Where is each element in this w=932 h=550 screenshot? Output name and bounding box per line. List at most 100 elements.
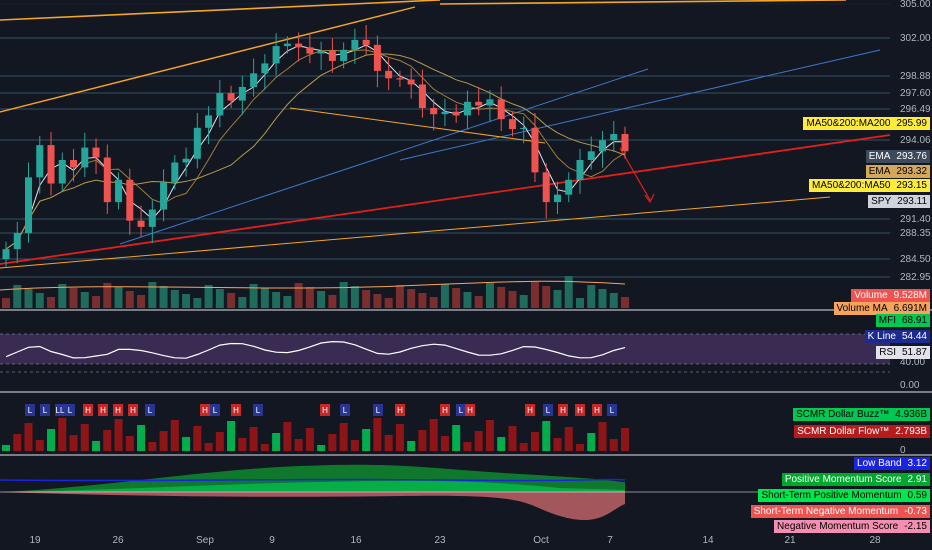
volume-bar [598, 289, 607, 308]
price-axis-label: 298.88 [900, 71, 931, 82]
volume-bar [553, 290, 562, 308]
rsi-line [5, 340, 626, 359]
volume-bar [373, 294, 382, 308]
buzz-marker-label: L [256, 406, 261, 415]
tag-value: 9.528M [893, 290, 927, 301]
volume-bar [519, 295, 528, 308]
volume-bar [35, 293, 44, 308]
volume-tag: Volume 9.528M [851, 289, 930, 302]
candle-body [103, 157, 111, 203]
candle-body [13, 233, 21, 250]
tag-name: Short-Term Negative Momentum [753, 506, 899, 517]
buzz-bar [530, 432, 539, 451]
volume-bar [114, 287, 123, 308]
buzz-marker [592, 404, 602, 416]
candle-body [283, 43, 291, 47]
tag-value: 68.91 [901, 315, 927, 326]
buzz-marker [543, 404, 553, 416]
candle-body [385, 70, 393, 79]
low-band-line [0, 478, 626, 482]
trend-lines [0, 0, 891, 269]
candle-body [587, 151, 595, 160]
candle-body [295, 43, 303, 48]
buzz-bar [328, 434, 337, 451]
buzz-marker-label: H [85, 406, 91, 415]
buzz-marker-label: H [322, 406, 328, 415]
volume-bar [418, 293, 427, 308]
buzz-bar [69, 435, 78, 451]
buzz-bar [294, 439, 303, 451]
buzz-marker-label: H [115, 406, 121, 415]
blue-line-1 [119, 68, 649, 245]
volume-bar [384, 298, 393, 308]
buzz-marker-label: H [233, 406, 239, 415]
volume-bar [260, 288, 269, 308]
volume-bar [463, 292, 472, 308]
buzz-bar [58, 418, 67, 451]
tag-value: 6.691M [893, 303, 927, 314]
buzz-marker-label: L [376, 406, 381, 415]
volume-bar [474, 296, 483, 308]
tag-name: EMA [868, 151, 891, 162]
volume-bar [587, 285, 596, 308]
buzz-bar [474, 431, 483, 451]
tag-name: Volume [854, 290, 888, 301]
buzz-bar [2, 445, 10, 451]
candle-body [205, 115, 213, 128]
buzz-bar [159, 431, 168, 451]
buzz-marker [440, 404, 450, 416]
candle-body [227, 93, 235, 101]
buzz-marker [55, 404, 65, 416]
buzz-bar [249, 427, 258, 451]
momentum-tag: Low Band 3.12 [854, 457, 930, 470]
volume-bar [227, 293, 236, 308]
buzz-marker [320, 404, 330, 416]
volume-bar [395, 285, 404, 308]
buzz-bar [497, 437, 506, 451]
buzz-marker-label: H [527, 406, 533, 415]
candle-body [306, 47, 314, 54]
buzz-bar [260, 444, 269, 451]
candle-body [598, 140, 606, 152]
dollar-buzz-panel: L L LL L H H H H L H L H L H L L H H L H H L H H H L0 [2, 404, 906, 456]
buzz-bar [215, 432, 224, 451]
buzz-marker-label: L [43, 406, 48, 415]
volume-bar [440, 284, 449, 308]
volume-bar [485, 283, 494, 308]
time-axis[interactable]: 19 26 Sep 9 16 23 Oct 7 14 21 28 [29, 535, 881, 546]
momentum-tag: Short-Term Negative Momentum -0.73 [750, 505, 930, 518]
orange-channel-top [0, 0, 441, 21]
candle-body [137, 220, 145, 227]
buzz-marker [465, 404, 475, 416]
tag-value: 295.99 [896, 118, 927, 129]
volume-bar [429, 297, 438, 308]
candle-body [216, 93, 224, 116]
candle-body [126, 179, 134, 221]
buzz-bar [35, 440, 44, 451]
volume-bar [137, 295, 146, 308]
volume-bar [508, 291, 517, 308]
buzz-bar [407, 441, 416, 451]
volume-bar [182, 294, 191, 308]
candle-body [362, 39, 370, 45]
orange-channel-top-ext [439, 0, 847, 5]
candle-body [396, 78, 404, 80]
buzz-bar [575, 444, 584, 451]
buzz-bar [519, 443, 528, 451]
buzz-bar [384, 435, 393, 451]
buzz-bar [362, 429, 371, 451]
price-axis[interactable]: 305.00 302.00 298.88 297.60 296.49 294.06 291.… [900, 0, 931, 283]
buzz-axis-label: 0 [900, 445, 906, 456]
oscillator-axis-label: 40.00 [900, 357, 925, 368]
buzz-marker-label: L [68, 406, 73, 415]
candle-body [621, 134, 629, 152]
buzz-bar [485, 420, 494, 451]
orange-support-line [0, 196, 831, 269]
candle-body [553, 194, 561, 203]
buzz-bar [553, 438, 562, 451]
time-axis-label: 28 [869, 535, 881, 546]
momentum-tag: Positive Momentum Score 2.91 [781, 473, 930, 486]
candle-body [115, 179, 123, 203]
tag-name: Negative Momentum Score [777, 521, 899, 532]
